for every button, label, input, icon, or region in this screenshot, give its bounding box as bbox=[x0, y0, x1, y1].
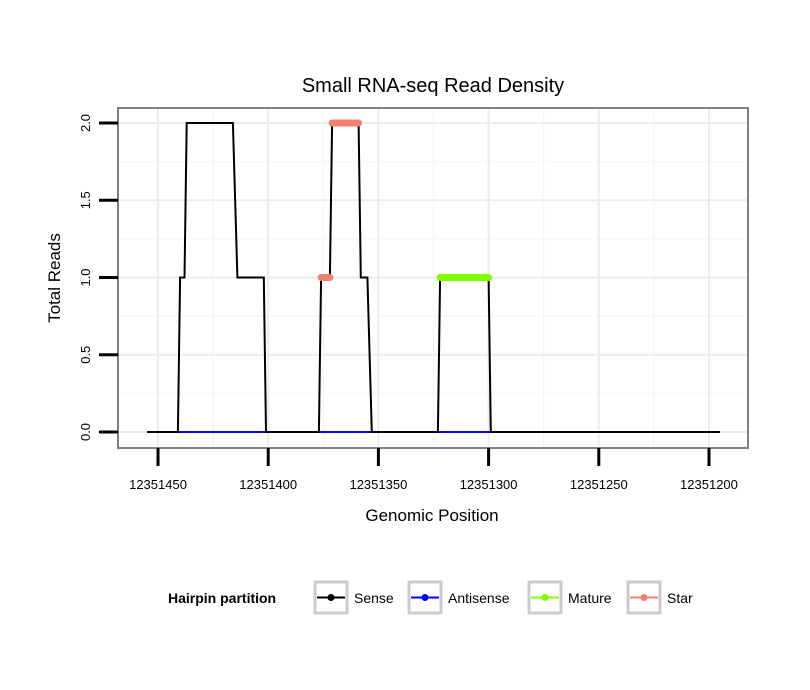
y-tick-label: 1.5 bbox=[78, 191, 93, 209]
x-tick-label: 12351200 bbox=[680, 477, 738, 492]
x-tick-label: 12351400 bbox=[239, 477, 297, 492]
x-tick-label: 12351300 bbox=[460, 477, 518, 492]
x-tick-label: 12351450 bbox=[129, 477, 187, 492]
y-tick-label: 0.5 bbox=[78, 346, 93, 364]
legend-label-star: Star bbox=[667, 590, 693, 606]
chart-title: Small RNA-seq Read Density bbox=[302, 75, 564, 97]
legend-dot-mature bbox=[541, 594, 549, 601]
series-layer bbox=[147, 119, 720, 433]
y-tick-label: 0.0 bbox=[78, 423, 93, 441]
legend-label-mature: Mature bbox=[568, 590, 612, 606]
legend-dot-antisense bbox=[421, 594, 429, 601]
legend-label-sense: Sense bbox=[354, 590, 394, 606]
x-tick-label: 12351250 bbox=[570, 477, 628, 492]
y-axis-title: Total Reads bbox=[45, 233, 64, 323]
y-tick-label: 1.0 bbox=[78, 268, 93, 286]
legend-label-antisense: Antisense bbox=[448, 590, 510, 606]
y-tick-label: 2.0 bbox=[78, 114, 93, 132]
legend-dot-star bbox=[640, 594, 648, 601]
legend-title: Hairpin partition bbox=[168, 590, 276, 606]
y-axis: 0.0 0.5 1.0 1.5 2.0 bbox=[78, 114, 118, 441]
legend: Hairpin partition Sense Antisense Mature St… bbox=[168, 580, 693, 615]
x-tick-label: 12351350 bbox=[349, 477, 407, 492]
x-axis-title: Genomic Position bbox=[365, 506, 498, 525]
x-axis: 12351450 12351400 12351350 12351300 12351250… bbox=[129, 448, 738, 492]
legend-dot-sense bbox=[327, 594, 335, 601]
